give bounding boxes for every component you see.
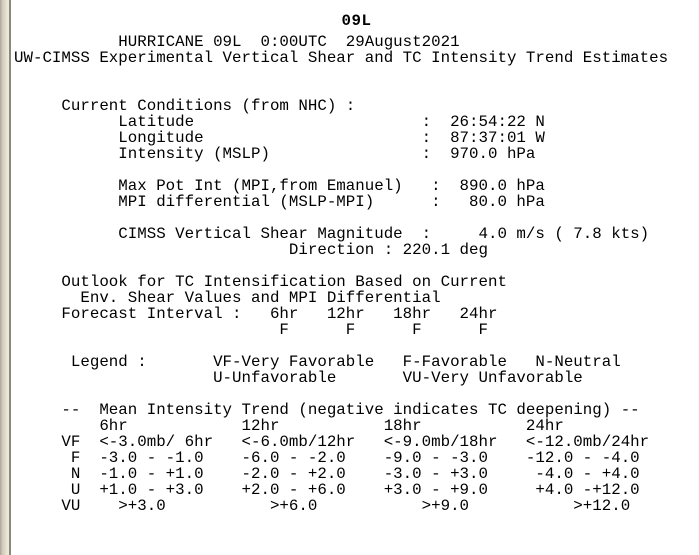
intensity-trend-table: -- Mean Intensity Trend (negative indica… [61,401,650,515]
mpi-section: Max Pot Int (MPI,from Emanuel) : 890.0 h… [118,177,545,211]
report-header: HURRICANE 09L 0:00UTC 29August2021 UW-CI… [14,33,669,67]
report: 09L HURRICANE 09L 0:00UTC 29August2021 U… [14,13,699,514]
legend-section: Legend : VF-Very Favorable F-Favorable N… [70,353,621,387]
shear-section: CIMSS Vertical Shear Magnitude : 4.0 m/s… [118,225,650,259]
current-conditions-section: Current Conditions (from NHC) : Latitude… [61,97,545,163]
storm-id-title: 09L [341,12,372,30]
outlook-section: Outlook for TC Intensification Based on … [61,273,507,339]
page-left-edge [0,0,11,555]
